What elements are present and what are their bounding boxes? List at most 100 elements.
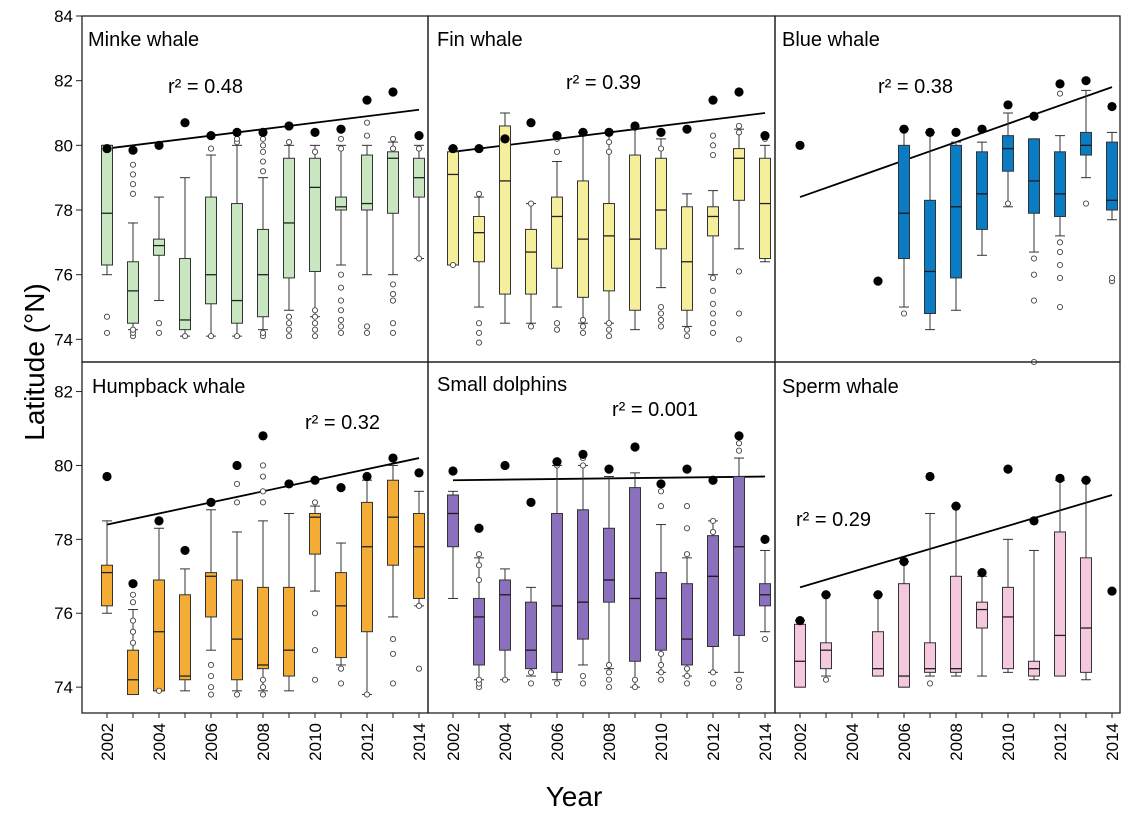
outlier-point	[657, 503, 665, 510]
maximum-point	[552, 131, 562, 141]
box-body	[950, 144, 962, 279]
x-axis-label: Year	[546, 781, 603, 812]
maximum-point	[1081, 475, 1091, 485]
box-body	[473, 215, 485, 263]
box-body	[1054, 531, 1066, 677]
box-body	[655, 572, 667, 651]
x-tick-label: 2014	[1103, 723, 1121, 761]
box-body	[309, 512, 321, 555]
maximum-point	[414, 131, 424, 141]
box-body	[361, 501, 373, 633]
outlier-point	[735, 129, 743, 136]
outlier-point	[337, 297, 345, 304]
maximum-point	[206, 131, 216, 141]
outlier-point	[709, 310, 717, 317]
y-tick-label: 78	[54, 201, 73, 220]
outlier-point	[657, 676, 665, 683]
outlier-point	[311, 610, 319, 617]
outlier-point	[103, 329, 111, 336]
maximum-point	[760, 534, 770, 544]
outlier-point	[657, 316, 665, 324]
outlier-point	[389, 281, 397, 288]
box-body	[603, 203, 615, 292]
outlier-point	[285, 333, 293, 340]
maximum-point	[128, 579, 138, 589]
maximum-point	[899, 124, 909, 134]
outlier-point	[129, 181, 137, 188]
x-tick-label: 2008	[600, 723, 619, 761]
outlier-point	[822, 676, 830, 683]
chart-panel: Blue whale r² = 0.38	[774, 15, 1121, 366]
box-body	[681, 206, 693, 311]
y-tick-label: 80	[54, 136, 73, 155]
outlier-point	[527, 323, 535, 330]
chart-panel: Humpback whale r² = 0.32 74 76 78 80 82 2002 200…	[54, 361, 429, 761]
r2-label: r² = 0.001	[612, 399, 698, 421]
box-2005	[525, 203, 537, 324]
outlier-point	[735, 268, 743, 275]
outlier-point	[605, 333, 613, 340]
outlier-point	[605, 148, 613, 155]
box-2008	[950, 141, 962, 311]
y-tick-label: 82	[54, 72, 73, 91]
outlier-point	[1030, 271, 1038, 278]
box-2004	[499, 568, 511, 681]
maximum-point	[578, 449, 588, 459]
outlier-point	[311, 647, 319, 654]
box-2006	[898, 128, 910, 308]
outlier-point	[475, 320, 483, 327]
maximum-point	[232, 127, 242, 138]
maximum-point	[1055, 473, 1065, 483]
x-tick-label: 2004	[843, 723, 862, 761]
box-2005	[525, 586, 537, 677]
outlier-point	[900, 310, 908, 317]
outlier-point	[311, 307, 319, 314]
outlier-point	[311, 499, 319, 506]
outlier-point	[259, 473, 267, 480]
maximum-point	[310, 475, 320, 485]
x-tick-label: 2014	[410, 723, 429, 761]
outlier-point	[259, 168, 267, 175]
outlier-point	[389, 291, 397, 298]
box-body	[525, 601, 537, 670]
box-body	[283, 157, 295, 279]
outlier-point	[389, 680, 397, 687]
x-tick-label: 2012	[358, 723, 377, 761]
maximum-point	[630, 442, 640, 452]
panel-title: Humpback whale	[92, 376, 245, 398]
box-body	[629, 487, 641, 662]
y-tick-label: 76	[54, 266, 73, 285]
outlier-point	[311, 320, 319, 327]
outlier-point	[579, 323, 587, 330]
y-tick-label: 76	[54, 604, 73, 623]
maximum-point	[795, 140, 805, 150]
box-2009	[629, 472, 641, 688]
maximum-point	[552, 457, 562, 467]
box-body	[257, 586, 269, 670]
outlier-point	[337, 323, 345, 330]
x-tick-label: 2014	[756, 723, 775, 761]
outlier-point	[475, 576, 483, 584]
box-body	[950, 575, 962, 673]
maximum-point	[388, 453, 398, 463]
outlier-point	[103, 313, 111, 320]
maximum-point	[578, 127, 588, 138]
outlier-point	[605, 326, 613, 333]
box-2012	[707, 520, 719, 673]
maximum-point	[734, 431, 744, 441]
maximum-point	[336, 124, 346, 134]
outlier-point	[129, 161, 137, 168]
x-tick-label: 2004	[496, 723, 515, 761]
box-2010	[655, 138, 667, 289]
box-body	[898, 583, 910, 688]
box-2009	[976, 141, 988, 256]
outlier-point	[389, 135, 397, 142]
box-2011	[1028, 549, 1040, 681]
outlier-point	[605, 676, 613, 683]
box-body	[387, 479, 399, 566]
outlier-point	[709, 528, 717, 536]
outlier-point	[155, 320, 163, 327]
maximum-point	[795, 616, 805, 626]
box-2006	[551, 464, 563, 681]
box-body	[413, 512, 425, 599]
